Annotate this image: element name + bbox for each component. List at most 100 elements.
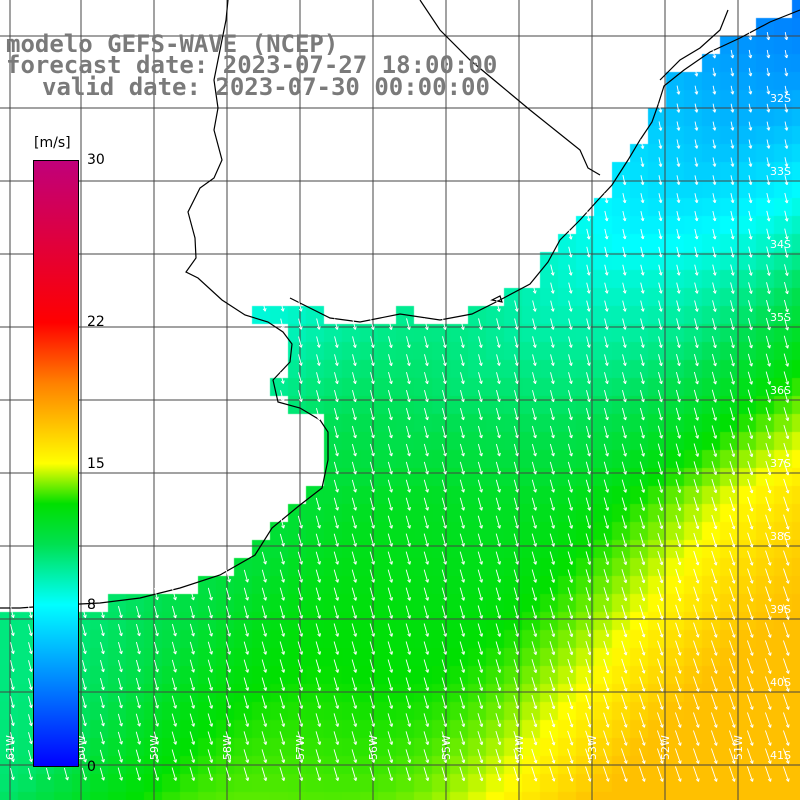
wind-arrow [99,677,105,691]
wind-arrow [764,748,772,764]
wind-arrow [423,677,430,691]
wind-arrow [657,586,664,602]
wind-arrow [693,622,700,638]
wind-arrow [784,121,789,131]
wind-arrow [225,641,231,655]
wind-arrow [153,623,159,637]
wind-arrow [712,318,717,331]
wind-arrow [10,696,15,709]
wind-arrow [766,210,771,222]
wind-arrow [153,641,159,655]
wind-arrow [657,389,663,403]
wind-arrow [729,622,736,638]
wind-arrow [459,767,466,782]
wind-arrow [729,586,736,602]
wind-arrow [279,569,285,583]
wind-arrow [261,551,267,565]
wind-arrow [603,658,610,674]
wind-arrow [712,67,717,77]
wind-arrow [441,623,447,637]
wind-arrow [441,731,448,745]
wind-arrow [621,694,628,710]
wind-arrow [694,282,699,294]
wind-arrow [603,551,610,565]
wind-arrow [712,49,717,59]
wind-arrow [639,586,646,602]
wind-arrow [604,336,609,348]
wind-arrow [405,695,412,709]
wind-arrow [333,407,339,421]
wind-arrow [370,372,375,385]
wind-arrow [261,713,268,727]
wind-arrow [567,641,574,656]
wind-arrow [424,336,429,349]
wind-arrow [712,85,717,95]
wind-arrow [423,731,430,745]
wind-arrow [442,318,447,330]
wind-arrow [729,514,736,530]
wind-arrow [693,550,700,566]
wind-arrow [586,390,591,403]
wind-arrow [243,659,249,673]
wind-arrow [640,175,645,186]
wind-arrow [675,515,682,530]
wind-arrow [28,624,33,637]
wind-arrow [549,443,555,457]
wind-arrow [279,533,285,547]
wind-arrow [442,390,447,403]
wind-arrow [189,731,196,745]
wind-arrow [351,731,358,745]
wind-arrow [766,228,771,240]
wind-arrow [693,676,700,692]
wind-arrow [782,766,790,782]
wind-arrow [315,515,321,529]
wind-arrow [315,497,321,511]
wind-arrow [279,605,285,619]
wind-arrow [405,533,411,547]
wind-arrow [586,282,591,294]
wind-arrow [514,390,519,403]
wind-arrow [622,336,627,348]
wind-arrow [10,660,15,673]
wind-arrow [387,533,393,547]
wind-arrow [388,318,393,330]
wind-arrow [189,695,195,709]
wind-arrow [746,712,754,728]
wind-arrow [622,372,627,385]
wind-arrow [783,299,789,313]
wind-arrow [441,749,448,764]
wind-arrow [244,300,249,312]
wind-arrow [369,461,375,475]
wind-arrow [532,390,537,403]
wind-arrow [729,335,735,349]
wind-arrow [442,336,447,349]
wind-arrow [746,676,754,692]
wind-arrow [747,335,753,349]
wind-arrow [603,712,610,728]
wind-arrow [477,766,484,782]
latitude-label: 37S [770,457,791,470]
wind-arrow [495,587,501,601]
wind-arrow [28,714,33,727]
wind-arrow [712,282,717,294]
wind-arrow [603,407,609,421]
wind-arrow [783,317,789,331]
wind-arrow [406,336,411,349]
wind-arrow [405,713,412,727]
wind-arrow [207,641,213,655]
wind-arrow [711,443,718,457]
wind-arrow [657,676,664,692]
wind-arrow [766,121,771,131]
wind-arrow [333,443,339,457]
wind-arrow [729,425,736,439]
wind-arrow [694,103,699,113]
wind-arrow [765,317,771,331]
wind-arrow [298,318,303,330]
wind-arrow [405,425,411,439]
wind-arrow [531,766,538,782]
colorbar-tick-label: 22 [87,313,105,330]
wind-arrow [658,336,663,348]
wind-arrow [567,425,573,439]
wind-arrow [459,479,465,493]
